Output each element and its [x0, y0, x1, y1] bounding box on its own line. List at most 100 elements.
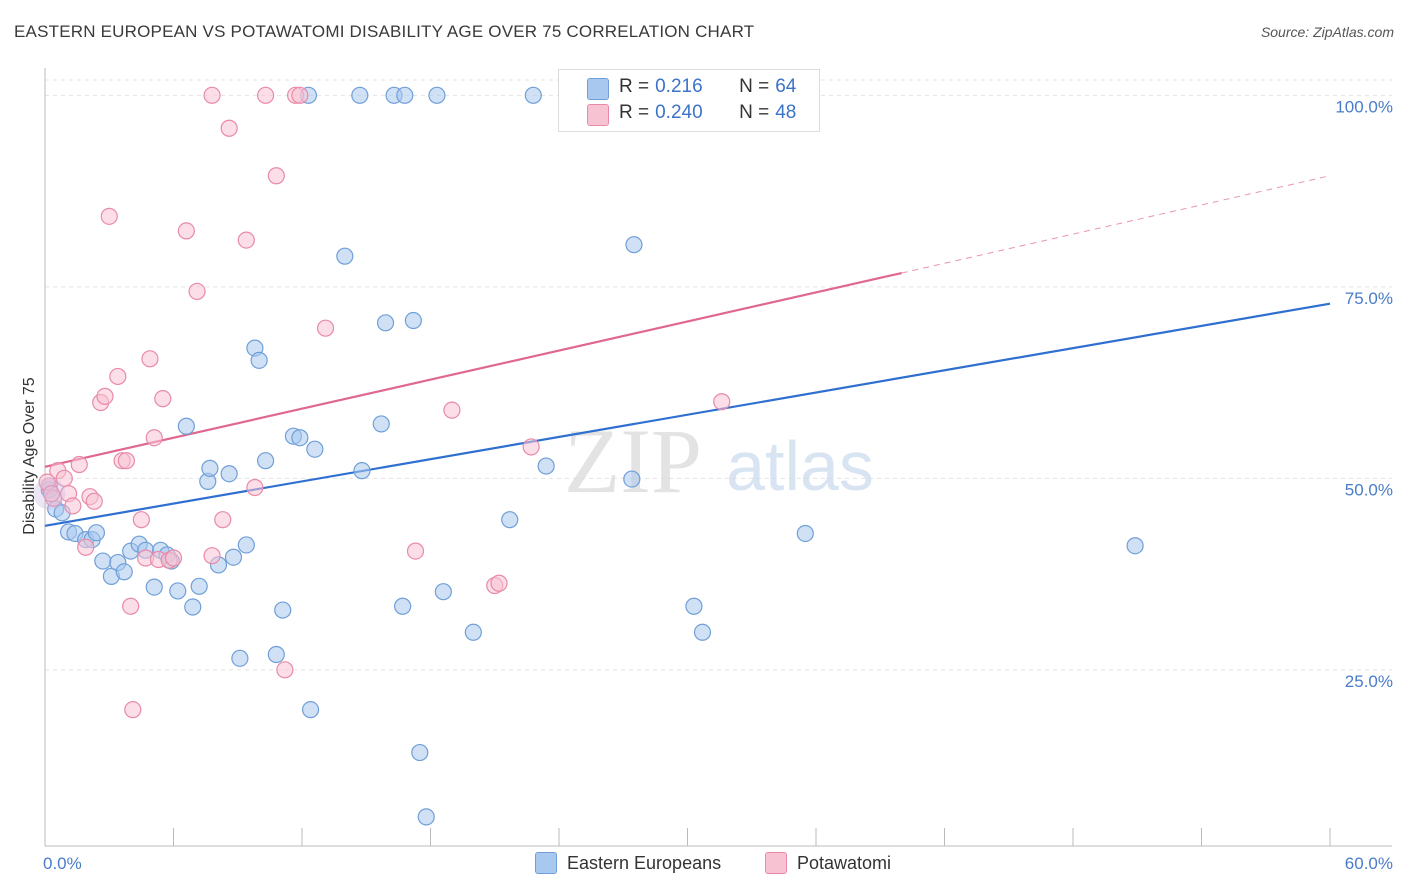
potawatomi-point	[267, 167, 285, 185]
potawatomi-point	[237, 231, 255, 249]
watermark: ZIP atlas	[564, 410, 874, 512]
eastern-point	[693, 623, 712, 641]
potawatomi-point	[316, 319, 335, 337]
eastern-point	[396, 86, 414, 104]
eastern-point	[184, 598, 202, 616]
source-label: Source: ZipAtlas.com	[1260, 24, 1394, 40]
eastern-point	[201, 459, 219, 477]
potawatomi-point	[177, 222, 195, 240]
eastern-point	[190, 577, 208, 595]
potawatomi-point	[246, 478, 264, 497]
eastern-point	[274, 601, 292, 619]
potawatomi-point	[203, 547, 221, 565]
potawatomi-trend-extension	[901, 175, 1331, 274]
eastern-point	[224, 548, 243, 566]
x-tick-labels: 0.0% 60.0%	[43, 854, 1393, 873]
grid-lines	[45, 79, 1392, 671]
eastern-point	[353, 462, 371, 480]
eastern-point	[177, 417, 195, 435]
cluster-point	[33, 477, 66, 510]
eastern-point	[417, 808, 435, 826]
eastern-point	[796, 524, 814, 543]
legend-item-eastern[interactable]: Eastern Europeans	[535, 852, 721, 874]
data-points	[33, 86, 1144, 826]
eastern-point	[376, 314, 395, 332]
potawatomi-point	[203, 86, 221, 104]
n-label: N =	[739, 76, 770, 97]
legend-row-eastern: R = 0.216 N = 64	[619, 74, 796, 100]
potawatomi-point	[124, 701, 142, 719]
n-value: 48	[775, 102, 797, 123]
potawatomi-point	[188, 282, 206, 301]
legend-swatch-potawatomi	[587, 104, 609, 126]
y-axis-title: Disability Age Over 75	[21, 377, 38, 535]
eastern-point	[306, 440, 324, 458]
potawatomi-point	[256, 86, 275, 104]
eastern-point	[524, 86, 542, 104]
eastern-point	[256, 452, 275, 470]
y-tick-label: 100.0%	[1335, 97, 1393, 116]
potawatomi-point	[154, 390, 172, 408]
eastern-point	[372, 415, 390, 433]
y-tick-label: 75.0%	[1345, 289, 1393, 308]
eastern-point	[394, 597, 412, 615]
eastern-point	[94, 552, 112, 570]
legend-swatch	[765, 852, 787, 874]
x-tick-label: 60.0%	[1345, 854, 1393, 873]
eastern-point	[685, 597, 703, 615]
potawatomi-point	[42, 485, 61, 503]
watermark-atlas: atlas	[726, 427, 874, 505]
potawatomi-point	[713, 393, 731, 411]
eastern-point	[250, 351, 268, 369]
legend-label: Eastern Europeans	[567, 852, 722, 873]
eastern-point	[434, 583, 452, 601]
potawatomi-point	[276, 661, 294, 679]
n-value: 64	[775, 76, 797, 97]
potawatomi-point	[109, 367, 127, 386]
eastern-point	[411, 743, 429, 762]
x-tick-label: 0.0%	[43, 854, 82, 873]
y-tick-label: 25.0%	[1345, 672, 1393, 691]
y-tick-label: 50.0%	[1345, 480, 1393, 499]
legend-swatch	[535, 852, 557, 874]
potawatomi-point	[122, 597, 140, 615]
potawatomi-point	[132, 511, 150, 529]
y-tick-labels: 25.0% 50.0% 75.0% 100.0%	[1335, 97, 1393, 691]
eastern-point	[301, 701, 320, 719]
r-label: R =	[619, 102, 650, 123]
series-legend: Eastern Europeans Potawatomi	[0, 852, 1406, 878]
eastern-point	[537, 457, 555, 475]
eastern-point	[145, 578, 163, 596]
potawatomi-point	[117, 452, 135, 470]
legend-row-potawatomi: R = 0.240 N = 48	[619, 100, 796, 126]
eastern-point	[464, 623, 482, 641]
potawatomi-point	[100, 207, 118, 225]
eastern-point	[237, 536, 255, 554]
axes	[44, 68, 1392, 847]
potawatomi-point	[64, 497, 82, 515]
potawatomi-point	[96, 387, 114, 405]
eastern-point	[336, 247, 354, 265]
potawatomi-point	[85, 492, 103, 510]
eastern-point	[1126, 537, 1144, 555]
potawatomi-point	[214, 511, 232, 529]
eastern-point	[220, 465, 238, 483]
eastern-point	[351, 86, 369, 104]
potawatomi-point	[443, 401, 461, 419]
potawatomi-point	[141, 350, 159, 368]
eastern-point	[625, 236, 643, 254]
potawatomi-point	[220, 119, 238, 137]
legend-label: Potawatomi	[797, 852, 892, 873]
potawatomi-point	[145, 429, 163, 447]
legend-item-potawatomi[interactable]: Potawatomi	[765, 852, 891, 874]
potawatomi-point	[291, 86, 309, 104]
eastern-point	[267, 645, 285, 664]
legend-swatch-eastern	[587, 78, 609, 100]
eastern-point	[231, 649, 249, 667]
r-value: 0.240	[655, 102, 703, 123]
stats-legend: R = 0.216 N = 64 R = 0.240 N = 48	[558, 69, 820, 132]
n-label: N =	[739, 102, 770, 123]
potawatomi-point	[77, 538, 95, 556]
potawatomi-point	[522, 438, 540, 456]
